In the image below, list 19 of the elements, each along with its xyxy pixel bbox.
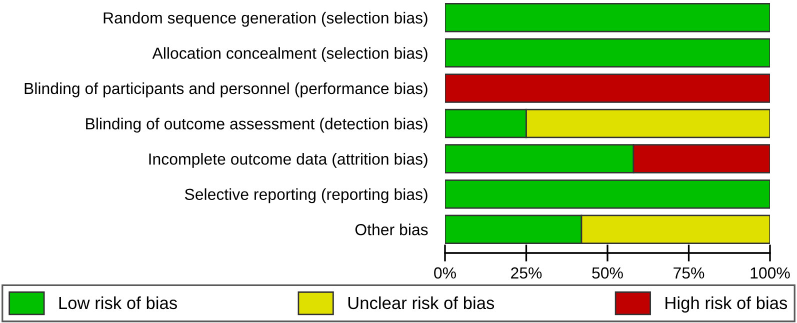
legend-label: High risk of bias <box>666 296 788 313</box>
y-tick-label: Random sequence generation (selection bias) <box>104 12 428 27</box>
legend-label: Low risk of bias <box>59 296 177 310</box>
bar <box>445 74 770 103</box>
y-tick-label: Other bias <box>355 224 428 236</box>
y-tick-label: Blinding of outcome assessment (detection bias) <box>86 118 428 133</box>
bar <box>445 38 770 68</box>
x-tick-label: 75% <box>674 267 704 279</box>
bar <box>445 179 770 209</box>
y-tick-label: Selective reporting (reporting bias) <box>184 188 428 204</box>
y-tick-label: Allocation concealment (selection bias) <box>152 47 428 62</box>
x-tick-label: 25% <box>511 267 542 279</box>
x-tick-label: 50% <box>592 267 623 279</box>
legend-label: Unclear risk of bias <box>348 296 494 310</box>
x-tick-label: 0% <box>434 267 456 279</box>
x-tick-label: 100% <box>750 267 790 279</box>
y-tick-label: Incomplete outcome data (attrition bias) <box>149 153 428 168</box>
bar <box>445 3 770 32</box>
y-tick-label: Blinding of participants and personnel (performance bias) <box>24 82 428 98</box>
